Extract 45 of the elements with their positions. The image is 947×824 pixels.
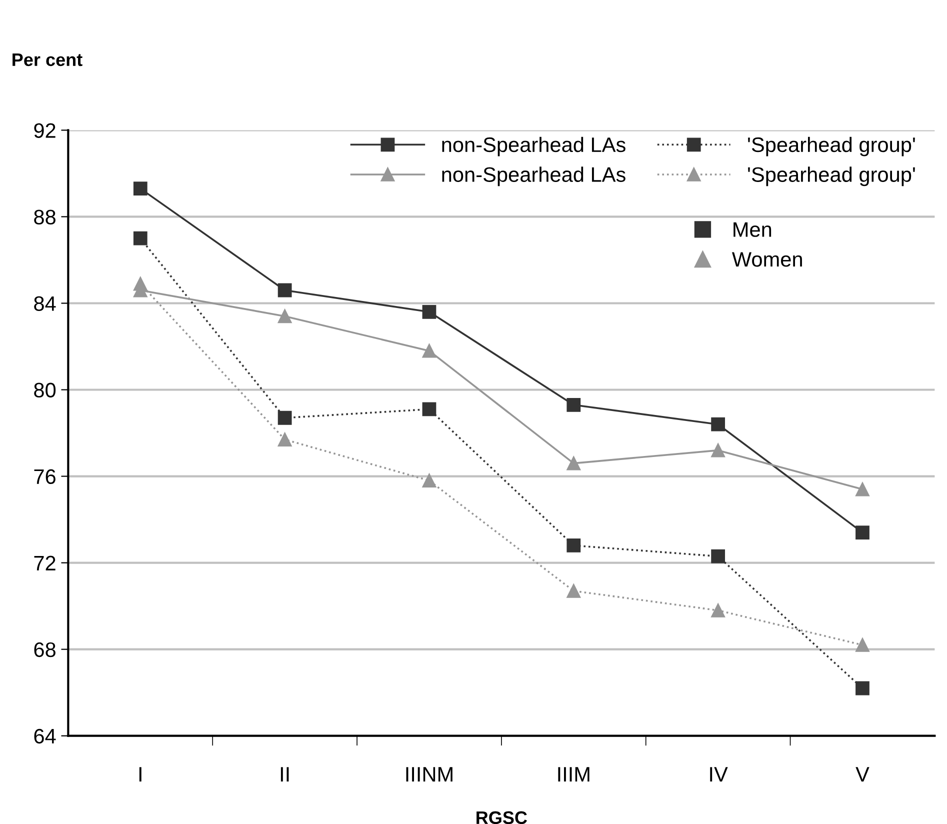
x-tick-label: V xyxy=(856,767,870,782)
x-tick-label: IIIM xyxy=(558,767,590,782)
point xyxy=(278,309,292,324)
annotation: Men xyxy=(734,222,772,237)
y-tick-label: 76 xyxy=(34,469,56,484)
point xyxy=(856,526,870,540)
legend-label: non-Spearhead LAs xyxy=(442,166,626,186)
legend-label: 'Spearhead group' xyxy=(748,166,915,186)
point xyxy=(711,443,726,458)
x-axis-title: RGSC xyxy=(476,811,528,824)
x-tick-label: II xyxy=(280,767,289,782)
y-tick-label: 88 xyxy=(34,210,56,224)
point xyxy=(711,549,726,564)
point xyxy=(422,304,436,319)
point xyxy=(711,603,726,618)
point xyxy=(278,432,292,446)
y-tick-label: 72 xyxy=(34,556,56,570)
y-tick-label: 68 xyxy=(34,642,56,658)
annotation: Women xyxy=(732,252,802,267)
y-tick-label: 80 xyxy=(34,382,56,398)
y-tick-label: 92 xyxy=(34,123,56,138)
point xyxy=(422,344,436,358)
point xyxy=(711,417,726,432)
point xyxy=(133,231,148,246)
y-tick-label: 84 xyxy=(34,296,56,311)
x-tick-label: IIINM xyxy=(406,767,452,782)
x-tick-label: I xyxy=(139,767,142,782)
point xyxy=(856,638,870,652)
point xyxy=(278,410,292,425)
point xyxy=(566,456,581,470)
point xyxy=(856,681,870,696)
point xyxy=(133,276,148,291)
legend-label: non-Spearhead LAs xyxy=(442,136,626,156)
point xyxy=(856,482,870,496)
x-tick-label: IV xyxy=(710,767,728,782)
point xyxy=(566,538,581,552)
point xyxy=(422,402,436,416)
point xyxy=(566,398,581,412)
y-tick-label: 64 xyxy=(34,728,56,744)
legend-label: 'Spearhead group' xyxy=(748,136,915,156)
point xyxy=(566,584,581,598)
point xyxy=(422,474,436,488)
point xyxy=(133,182,148,196)
text: Per cent xyxy=(12,54,82,66)
point xyxy=(278,283,292,298)
